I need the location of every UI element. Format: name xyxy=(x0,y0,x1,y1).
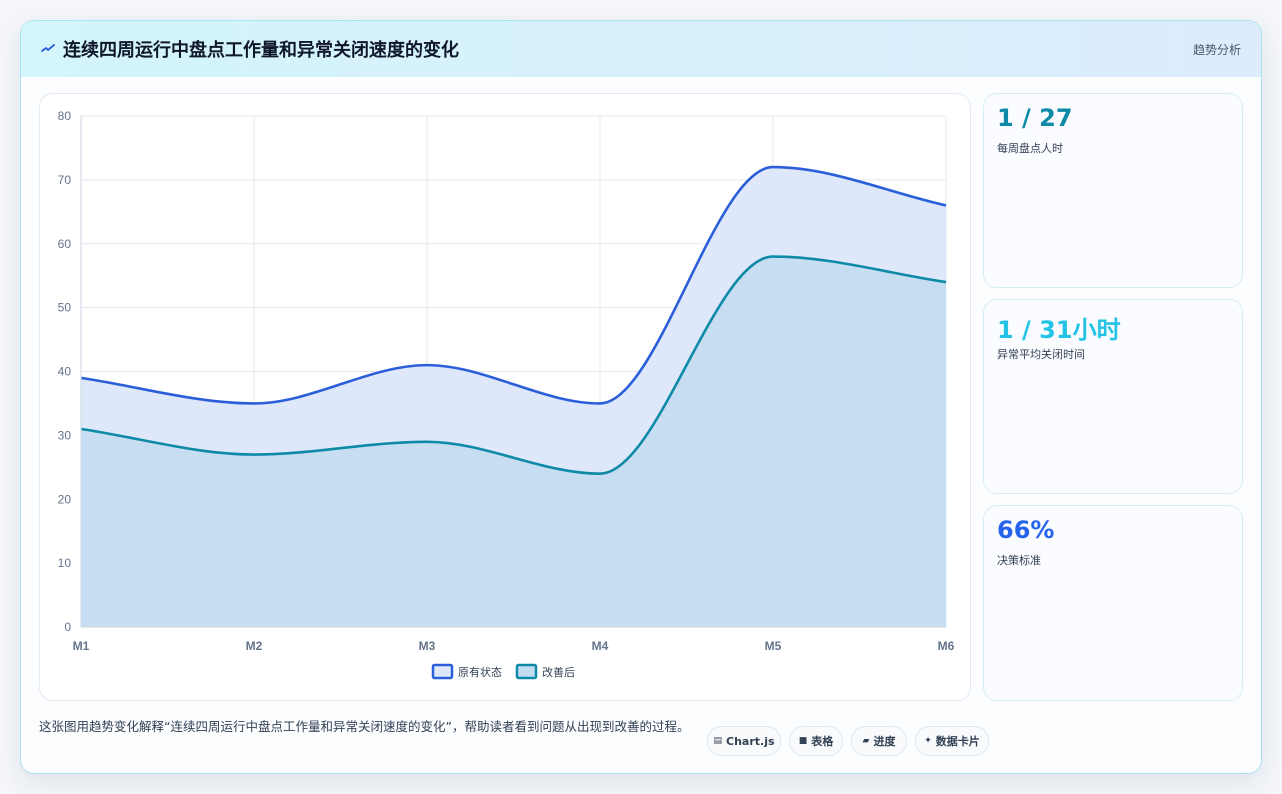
pill-label: Chart.js xyxy=(726,734,775,748)
series-line-0 xyxy=(80,165,947,405)
pill-label: 表格 xyxy=(811,735,834,748)
chart-card: 连续四周运行中盘点工作量和异常关闭速度的变化 趋势分析 0 10 20 30 40 50 6… xyxy=(20,20,1262,774)
legend: 原有状态 改善后 xyxy=(431,663,575,680)
x-tick-label: M6 xyxy=(938,639,955,653)
y-tick-label: 20 xyxy=(58,492,72,506)
pill-table[interactable]: ■ 表格 xyxy=(789,726,843,756)
x-tick-label: M1 xyxy=(73,639,90,653)
pill-progress[interactable]: ▰ 进度 xyxy=(851,726,907,756)
stat-value: 1 / 27 xyxy=(997,104,1073,132)
y-tick-label: 40 xyxy=(58,365,72,379)
pill-label: 进度 xyxy=(873,735,896,748)
pill-label: 数据卡片 xyxy=(935,735,980,748)
stat-card-weekly-hours: 1 / 27 每周盘点人时 xyxy=(983,93,1243,288)
x-tick-label: M3 xyxy=(419,639,436,653)
chart-description: 这张图用趋势变化解释“连续四周运行中盘点工作量和异常关闭速度的变化”，帮助读者看… xyxy=(39,719,690,734)
stat-card-close-time: 1 / 31小时 异常平均关闭时间 xyxy=(983,299,1243,494)
progress-icon: ▰ xyxy=(862,736,870,746)
legend-swatch xyxy=(515,663,538,680)
page-title: 连续四周运行中盘点工作量和异常关闭速度的变化 xyxy=(63,40,459,61)
card-icon: ✦ xyxy=(924,736,932,746)
x-tick-label: M5 xyxy=(765,639,782,653)
series-area-1 xyxy=(81,256,946,627)
y-tick-label: 70 xyxy=(58,173,72,187)
spark-icon xyxy=(41,44,55,52)
legend-swatch xyxy=(431,663,454,680)
trend-analysis-tag: 趋势分析 xyxy=(1192,43,1241,57)
y-tick-label: 60 xyxy=(58,237,72,251)
stat-value: 66% xyxy=(997,516,1055,544)
stat-label: 决策标准 xyxy=(997,554,1041,567)
y-tick-label: 80 xyxy=(58,109,72,123)
pill-data-card[interactable]: ✦ 数据卡片 xyxy=(915,726,989,756)
area-chart: 0 10 20 30 40 50 60 70 80 M1 M2 M3 M4 M5 M6 原有状态 改善后 xyxy=(58,109,955,680)
legend-label: 改善后 xyxy=(542,665,575,679)
legend-label: 原有状态 xyxy=(458,665,502,679)
stat-label: 每周盘点人时 xyxy=(997,142,1063,155)
x-tick-label: M4 xyxy=(592,639,609,653)
x-tick-label: M2 xyxy=(246,639,263,653)
stat-card-decision: 66% 决策标准 xyxy=(983,505,1243,701)
chart-panel: 0 10 20 30 40 50 60 70 80 M1 M2 M3 M4 M5 M6 原有状态 改善后 xyxy=(39,93,971,701)
chart-icon: ▤ xyxy=(713,736,722,746)
y-tick-label: 0 xyxy=(64,620,71,634)
table-icon: ■ xyxy=(798,736,808,746)
pill-chartjs[interactable]: ▤ Chart.js xyxy=(707,726,781,756)
stat-label: 异常平均关闭时间 xyxy=(997,348,1085,361)
y-tick-label: 30 xyxy=(58,428,72,442)
y-tick-label: 10 xyxy=(58,556,72,570)
series-line-1 xyxy=(80,255,947,475)
stat-value: 1 / 31小时 xyxy=(997,316,1121,344)
card-header: 连续四周运行中盘点工作量和异常关闭速度的变化 趋势分析 xyxy=(21,21,1261,77)
y-tick-label: 50 xyxy=(58,301,72,315)
